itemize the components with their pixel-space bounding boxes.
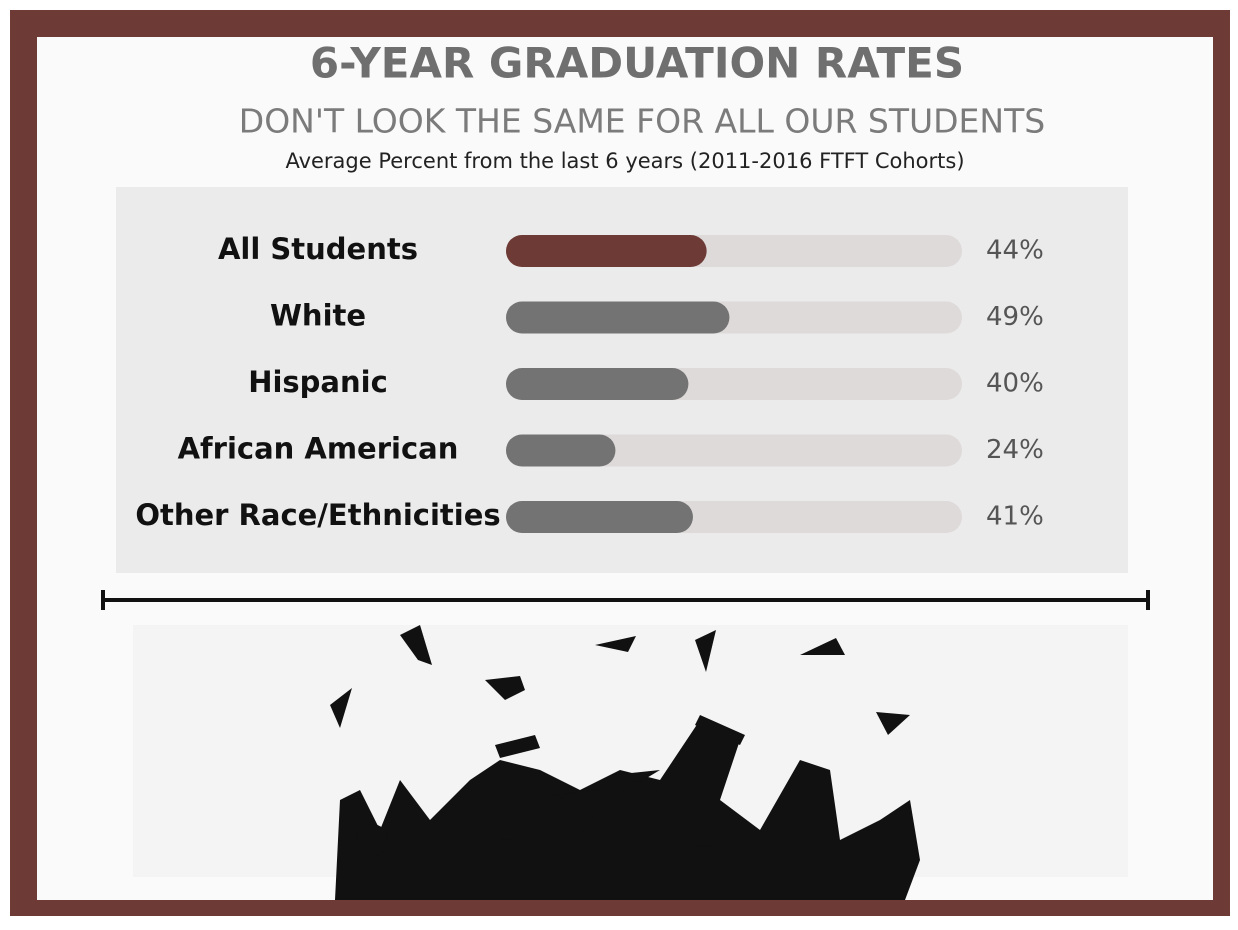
bar bbox=[506, 235, 707, 267]
category-label: White bbox=[270, 299, 366, 333]
title: 6-YEAR GRADUATION RATES bbox=[310, 39, 964, 88]
value-label: 40% bbox=[986, 369, 1044, 399]
value-label: 49% bbox=[986, 302, 1044, 332]
category-label: African American bbox=[178, 432, 459, 466]
bar bbox=[506, 435, 615, 467]
infographic: 6-YEAR GRADUATION RATES DON'T LOOK THE S… bbox=[0, 0, 1238, 926]
bar bbox=[506, 368, 688, 400]
subtitle: DON'T LOOK THE SAME FOR ALL OUR STUDENTS bbox=[239, 102, 1045, 141]
category-label: All Students bbox=[218, 232, 418, 266]
bar bbox=[506, 302, 729, 334]
value-label: 44% bbox=[986, 236, 1044, 266]
value-label: 24% bbox=[986, 435, 1044, 465]
category-label: Hispanic bbox=[248, 365, 388, 399]
value-label: 41% bbox=[986, 502, 1044, 532]
bar bbox=[506, 501, 693, 533]
note: Average Percent from the last 6 years (2… bbox=[285, 149, 964, 173]
category-label: Other Race/Ethnicities bbox=[135, 498, 500, 532]
